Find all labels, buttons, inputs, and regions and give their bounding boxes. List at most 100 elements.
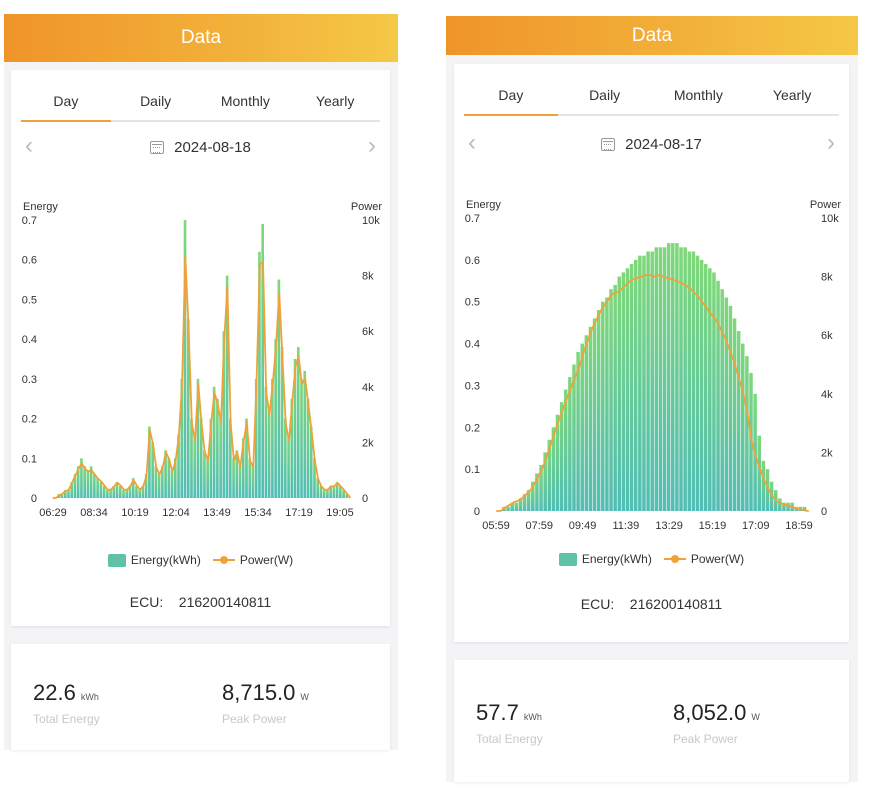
energy-bar: [89, 466, 93, 498]
next-day-icon[interactable]: ›: [368, 132, 376, 159]
energy-bar: [720, 289, 724, 511]
power-series-line: [52, 254, 352, 499]
tab-daily[interactable]: Daily: [140, 93, 172, 109]
energy-bar: [559, 402, 564, 511]
power-legend-label: Power(W): [690, 552, 745, 566]
prev-day-icon[interactable]: ‹: [25, 132, 33, 159]
energy-bar: [248, 458, 252, 498]
time-tick-label: 19:05: [326, 507, 354, 519]
energy-bar: [161, 466, 164, 498]
power-tick-label: 6k: [821, 330, 833, 342]
energy-bar: [568, 377, 572, 511]
energy-bar: [199, 418, 203, 498]
power-tick-label: 0: [821, 506, 827, 518]
next-day-icon[interactable]: ›: [827, 129, 835, 156]
energy-bar: [699, 259, 704, 511]
energy-bar: [170, 470, 174, 498]
tab-yearly[interactable]: Yearly: [772, 87, 812, 103]
energy-axis-title: Energy: [23, 201, 58, 213]
energy-bar: [99, 482, 103, 498]
energy-bar: [745, 356, 749, 511]
energy-bar: [732, 318, 737, 511]
energy-bar: [135, 486, 138, 498]
power-legend-swatch: [663, 555, 686, 563]
total-energy-stat: 57.7 kWh Total Energy: [476, 700, 543, 746]
energy-bar: [625, 268, 630, 511]
energy-bar: [206, 458, 209, 498]
power-tick-label: 10k: [821, 213, 839, 225]
power-legend-swatch: [212, 556, 235, 564]
energy-bar: [675, 243, 679, 511]
energy-bar: [629, 264, 634, 511]
energy-bar: [786, 502, 790, 511]
tab-day[interactable]: Day: [21, 84, 111, 122]
energy-bar: [658, 247, 663, 512]
energy-tick-label: 0.7: [22, 215, 37, 227]
total-energy-value: 22.6: [33, 680, 76, 705]
date-picker[interactable]: ‹ 2024-08-17 ›: [454, 129, 849, 159]
tab-monthly[interactable]: Monthly: [673, 87, 723, 103]
summary-card: 22.6 kWh Total Energy 8,715.0 W Peak Power: [11, 644, 390, 750]
energy-bar: [802, 506, 807, 511]
energy-bar: [572, 364, 576, 511]
energy-tick-label: 0.5: [465, 297, 480, 309]
energy-bar: [329, 486, 332, 498]
power-tick-label: 8k: [362, 271, 374, 283]
energy-bar: [716, 280, 720, 511]
header-title: Data: [180, 27, 222, 48]
prev-day-icon[interactable]: ‹: [468, 129, 476, 156]
energy-bar: [580, 343, 584, 511]
period-tabs: Day Daily Monthly Yearly: [464, 78, 839, 116]
energy-bar: [67, 490, 70, 498]
time-tick-label: 17:09: [742, 520, 770, 532]
time-tick-label: 13:49: [203, 507, 231, 519]
tab-day[interactable]: Day: [464, 78, 558, 116]
energy-bar: [167, 458, 171, 498]
energy-bar: [173, 458, 177, 498]
energy-legend-swatch: [558, 552, 577, 566]
energy-tick-label: 0.1: [22, 453, 37, 465]
time-tick-label: 15:19: [699, 520, 727, 532]
tab-monthly[interactable]: Monthly: [220, 93, 270, 109]
screen-left: Data Day Daily Monthly Yearly ‹ 2024-08-…: [4, 14, 398, 750]
energy-bar: [63, 490, 67, 498]
time-tick-label: 13:29: [655, 520, 683, 532]
power-tick-label: 4k: [362, 382, 374, 394]
energy-bar: [287, 438, 290, 498]
energy-bar: [245, 418, 248, 498]
energy-bar: [293, 359, 297, 498]
energy-bar: [303, 370, 307, 498]
energy-bar: [326, 490, 329, 498]
energy-bar: [741, 343, 745, 511]
energy-bar: [93, 474, 96, 498]
total-energy-label: Total Energy: [476, 732, 543, 746]
time-tick-label: 07:59: [526, 520, 554, 532]
energy-tick-label: 0.3: [465, 380, 480, 392]
power-series-line: [496, 274, 809, 512]
energy-bar: [765, 469, 770, 511]
energy-bar: [728, 305, 733, 511]
date-picker[interactable]: ‹ 2024-08-18 ›: [11, 132, 390, 162]
tab-yearly[interactable]: Yearly: [315, 93, 355, 109]
tab-daily[interactable]: Daily: [589, 87, 621, 103]
total-energy-unit: kWh: [523, 712, 542, 722]
time-tick-label: 09:49: [569, 520, 597, 532]
energy-bar: [238, 466, 242, 498]
energy-legend-label: Energy(kWh): [130, 553, 201, 567]
power-tick-label: 2k: [821, 447, 833, 459]
energy-axis-title: Energy: [466, 199, 501, 211]
energy-tick-label: 0.2: [22, 414, 37, 426]
time-tick-label: 10:19: [121, 507, 149, 519]
energy-bar: [86, 470, 90, 498]
energy-bar: [251, 466, 255, 498]
total-energy-label: Total Energy: [33, 712, 100, 726]
peak-power-stat: 8,715.0 W Peak Power: [222, 680, 309, 726]
energy-bar: [83, 466, 87, 498]
energy-bar: [633, 259, 638, 511]
energy-bar: [782, 502, 786, 511]
energy-legend-label: Energy(kWh): [581, 552, 652, 566]
summary-card: 57.7 kWh Total Energy 8,052.0 W Peak Power: [454, 660, 849, 782]
energy-bar: [183, 220, 187, 498]
energy-tick-label: 0.6: [465, 255, 480, 267]
energy-bar: [141, 486, 145, 498]
